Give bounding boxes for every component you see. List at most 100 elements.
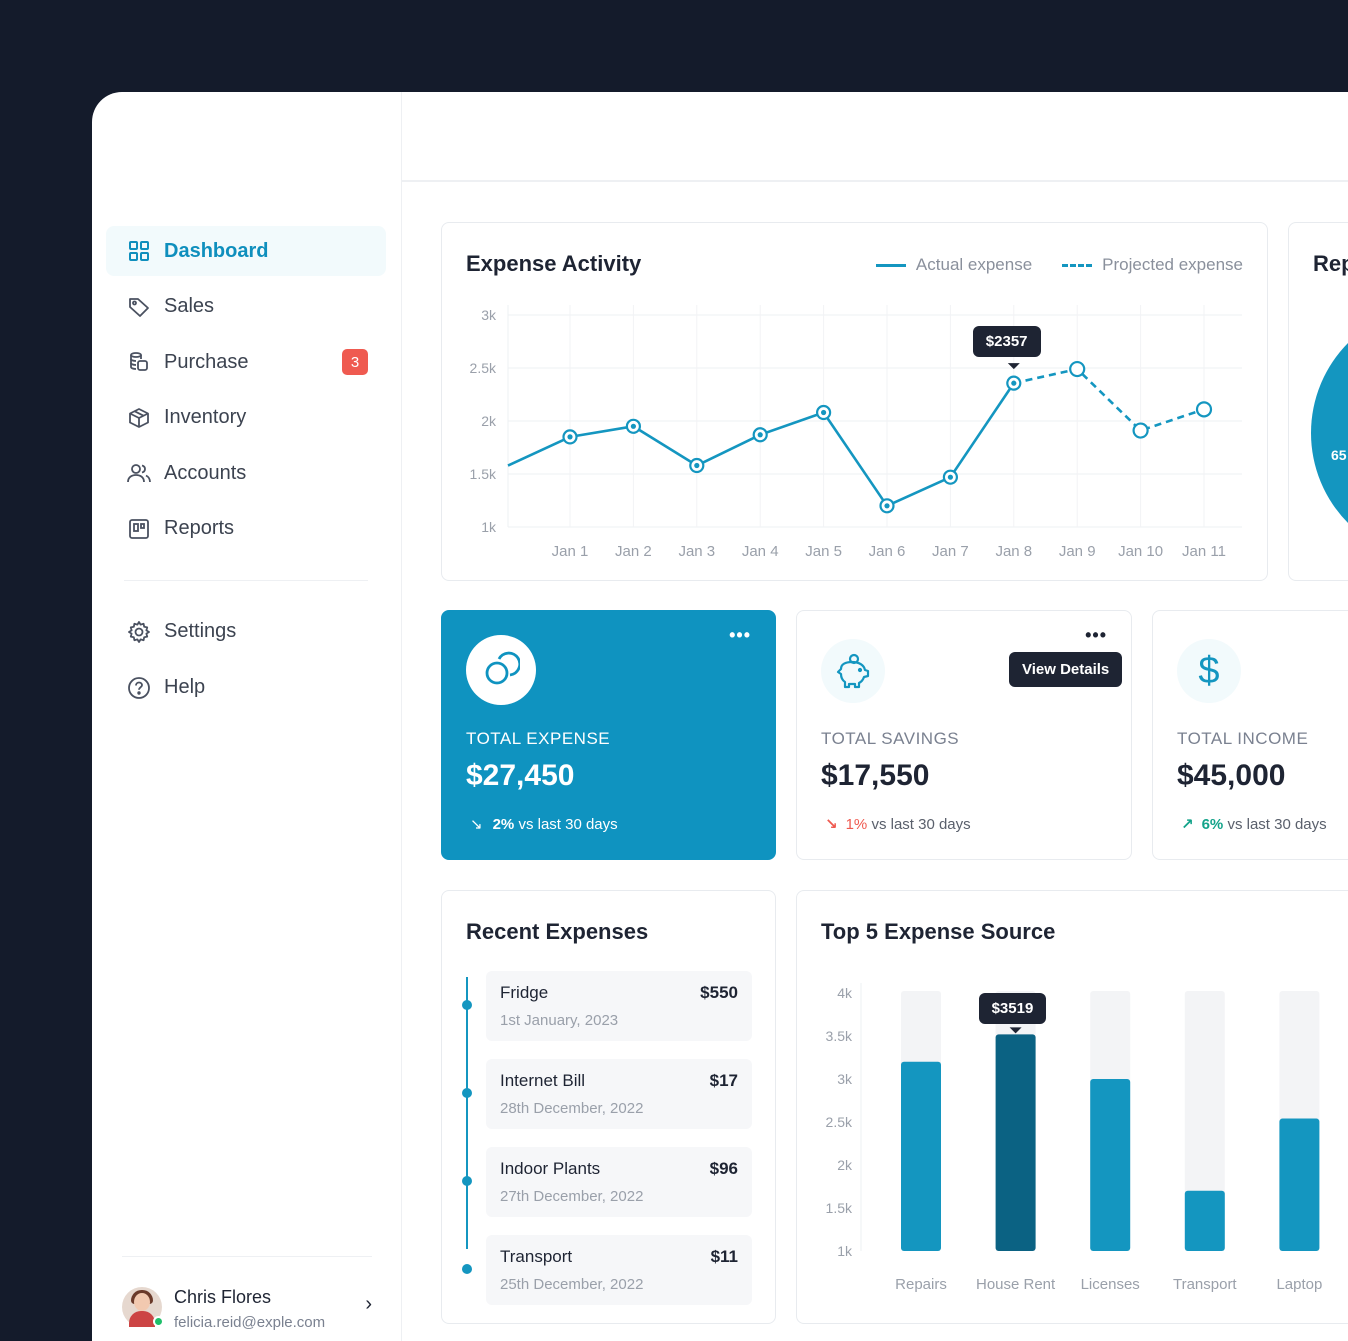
avatar (122, 1287, 164, 1327)
expense-date: 25th December, 2022 (500, 1276, 644, 1293)
box-icon (126, 405, 152, 431)
expense-activity-card: Expense Activity Actual expense Projecte… (441, 222, 1268, 581)
total-savings-card[interactable]: ••• View Details TOTAL SAVINGS $17,550 ↘… (796, 610, 1132, 860)
x-tick-label: House Rent (976, 1276, 1056, 1293)
sidebar-item-settings[interactable]: Settings (106, 607, 386, 657)
x-tick-label: Licenses (1081, 1276, 1140, 1293)
timeline-dot (462, 1264, 472, 1274)
series-actual-line (507, 382, 1015, 508)
x-tick-label: Jan 2 (615, 543, 652, 560)
expense-name: Indoor Plants (500, 1159, 601, 1178)
sidebar-item-dashboard[interactable]: Dashboard (106, 226, 386, 276)
expense-amount: $550 (700, 983, 738, 1002)
dollar-icon: $ (1177, 639, 1241, 703)
expense-name: Internet Bill (500, 1071, 586, 1090)
y-tick-label: 1.5k (470, 466, 497, 482)
y-tick-label: 3k (481, 307, 497, 323)
x-tick-label: Jan 10 (1118, 543, 1163, 560)
x-tick-label: Jan 3 (678, 543, 715, 560)
timeline-dot (462, 1000, 472, 1010)
piggy-bank-icon (821, 639, 885, 703)
expense-amount: $96 (709, 1159, 738, 1178)
sidebar-item-label: Inventory (164, 406, 247, 429)
dashboard-icon (126, 238, 152, 264)
sidebar-item-help[interactable]: Help (106, 663, 386, 713)
recent-expenses-card: Recent Expenses Fridge 1st January, 2023… (441, 890, 776, 1324)
arrow-down-right-icon: ↘ (825, 816, 838, 833)
stat-title: TOTAL INCOME (1177, 729, 1309, 748)
data-point-center (757, 432, 763, 438)
x-tick-label: Jan 6 (869, 543, 906, 560)
data-point (1069, 360, 1086, 378)
tooltip-pointer (1009, 1027, 1022, 1034)
series-projected-line (1013, 367, 1205, 433)
x-tick-label: Jan 5 (805, 543, 842, 560)
sidebar-item-label: Accounts (164, 461, 247, 484)
user-profile[interactable]: Chris Flores felicia.reid@exple.com › (122, 1256, 372, 1332)
view-details-tooltip[interactable]: View Details (1009, 652, 1123, 687)
y-tick-label: 3.5k (826, 1028, 853, 1044)
sidebar-item-reports[interactable]: Reports (106, 504, 386, 554)
top-bar (402, 92, 1348, 182)
line-chart-tooltip: $2357 (972, 326, 1041, 358)
report-card: Rep 65 (1288, 222, 1348, 581)
help-icon (126, 675, 152, 701)
total-income-card[interactable]: $ TOTAL INCOME $45,000 ↗ 6% vs last 30 d… (1152, 610, 1348, 860)
timeline-line (466, 977, 468, 1249)
x-tick-label: Jan 11 (1182, 543, 1226, 560)
user-email: felicia.reid@exple.com (174, 1314, 326, 1331)
more-options-icon[interactable]: ••• (1085, 625, 1107, 645)
y-tick-label: 1.5k (826, 1200, 853, 1216)
data-point-center (694, 462, 700, 469)
expense-name: Transport (500, 1247, 573, 1266)
sidebar-item-inventory[interactable]: Inventory (106, 393, 386, 443)
list-item[interactable]: Internet Bill 28th December, 2022 $17 (486, 1059, 752, 1129)
dashed-line-icon (1062, 263, 1093, 267)
expense-list: Fridge 1st January, 2023 $550 Internet B… (486, 971, 752, 1323)
bar-chart-tooltip: $3519 (978, 993, 1047, 1025)
legend-actual: Actual expense (875, 255, 1032, 275)
expense-activity-title: Expense Activity (466, 251, 642, 276)
data-point-center (821, 409, 827, 416)
x-tick-label: Jan 8 (995, 543, 1032, 560)
data-point-center (630, 423, 636, 429)
arrow-down-right-icon: ↘ (470, 816, 483, 833)
y-tick-label: 1k (837, 1243, 853, 1259)
x-tick-label: Transport (1173, 1276, 1237, 1293)
more-options-icon[interactable]: ••• (729, 625, 751, 645)
sidebar-item-accounts[interactable]: Accounts (106, 448, 386, 498)
report-card-title: Rep (1313, 251, 1348, 276)
stat-value: $45,000 (1177, 759, 1286, 792)
x-tick-label: Jan 1 (552, 543, 589, 560)
x-tick-label: Repairs (895, 1276, 947, 1293)
total-expense-card[interactable]: ••• TOTAL EXPENSE $27,450 ↘ 2% vs last 3… (441, 610, 776, 860)
report-pie (1311, 343, 1348, 523)
sidebar: Dashboard Sales Purchase 3 Inventory (92, 92, 402, 1341)
sidebar-item-label: Purchase (164, 350, 249, 373)
sidebar-item-label: Help (164, 676, 206, 699)
data-point (1195, 401, 1213, 418)
users-icon (126, 460, 152, 486)
expense-amount: $11 (710, 1247, 738, 1266)
sidebar-item-purchase[interactable]: Purchase 3 (106, 337, 386, 387)
stat-value: $17,550 (821, 759, 930, 792)
expense-name: Fridge (500, 983, 549, 1002)
app-window: Dashboard Sales Purchase 3 Inventory (92, 92, 1348, 1341)
list-item[interactable]: Transport 25th December, 2022 $11 (486, 1235, 752, 1305)
stat-title: TOTAL SAVINGS (821, 729, 960, 748)
list-item[interactable]: Indoor Plants 27th December, 2022 $96 (486, 1147, 752, 1217)
stat-change: ↗ 6% vs last 30 days (1181, 815, 1327, 834)
y-tick-label: 2k (481, 413, 497, 429)
bar-background (1184, 991, 1225, 1251)
expense-date: 27th December, 2022 (500, 1188, 644, 1205)
list-item[interactable]: Fridge 1st January, 2023 $550 (486, 971, 752, 1041)
bar (1279, 1118, 1320, 1251)
legend-projected: Projected expense (1062, 255, 1243, 275)
stat-value: $27,450 (466, 759, 575, 792)
chevron-right-icon[interactable]: › (365, 1293, 372, 1315)
expense-date: 28th December, 2022 (500, 1100, 644, 1117)
tag-icon (126, 294, 152, 320)
sidebar-item-sales[interactable]: Sales (106, 282, 386, 332)
expense-date: 1st January, 2023 (500, 1012, 619, 1029)
top-expense-source-title: Top 5 Expense Source (821, 919, 1056, 944)
